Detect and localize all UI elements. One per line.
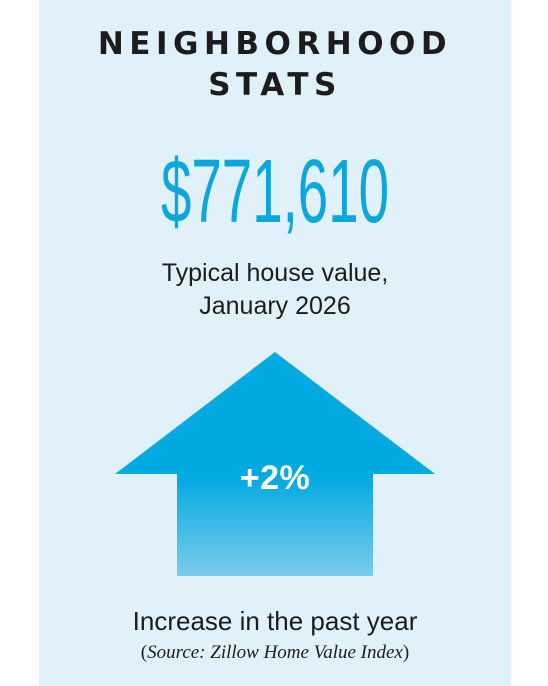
stats-card: NEIGHBORHOOD STATS $771,610 Typical hous… [39,0,511,686]
source-note: (Source: Zillow Home Value Index) [39,641,511,665]
card-title: NEIGHBORHOOD STATS [39,24,511,106]
card-title-line-1: NEIGHBORHOOD [97,26,453,62]
source-close-paren: ) [402,642,410,663]
source-open-paren: ( [140,642,148,663]
typical-value: $771,610 [39,136,511,248]
card-title-line-2: STATS [208,67,342,103]
typical-value-description-line-2: January 2026 [199,292,351,320]
typical-value-description: Typical house value, January 2026 [39,257,511,323]
change-caption: Increase in the past year [132,606,418,636]
change-indicator: +2% [115,352,435,576]
typical-value-text: $771,610 [161,142,389,242]
source-text: Source: Zillow Home Value Index [147,642,403,663]
typical-value-description-line-1: Typical house value, [161,259,389,287]
up-arrow-icon [115,352,435,576]
typical-value-graphic: $771,610 [161,142,389,242]
change-percent: +2% [239,459,311,497]
